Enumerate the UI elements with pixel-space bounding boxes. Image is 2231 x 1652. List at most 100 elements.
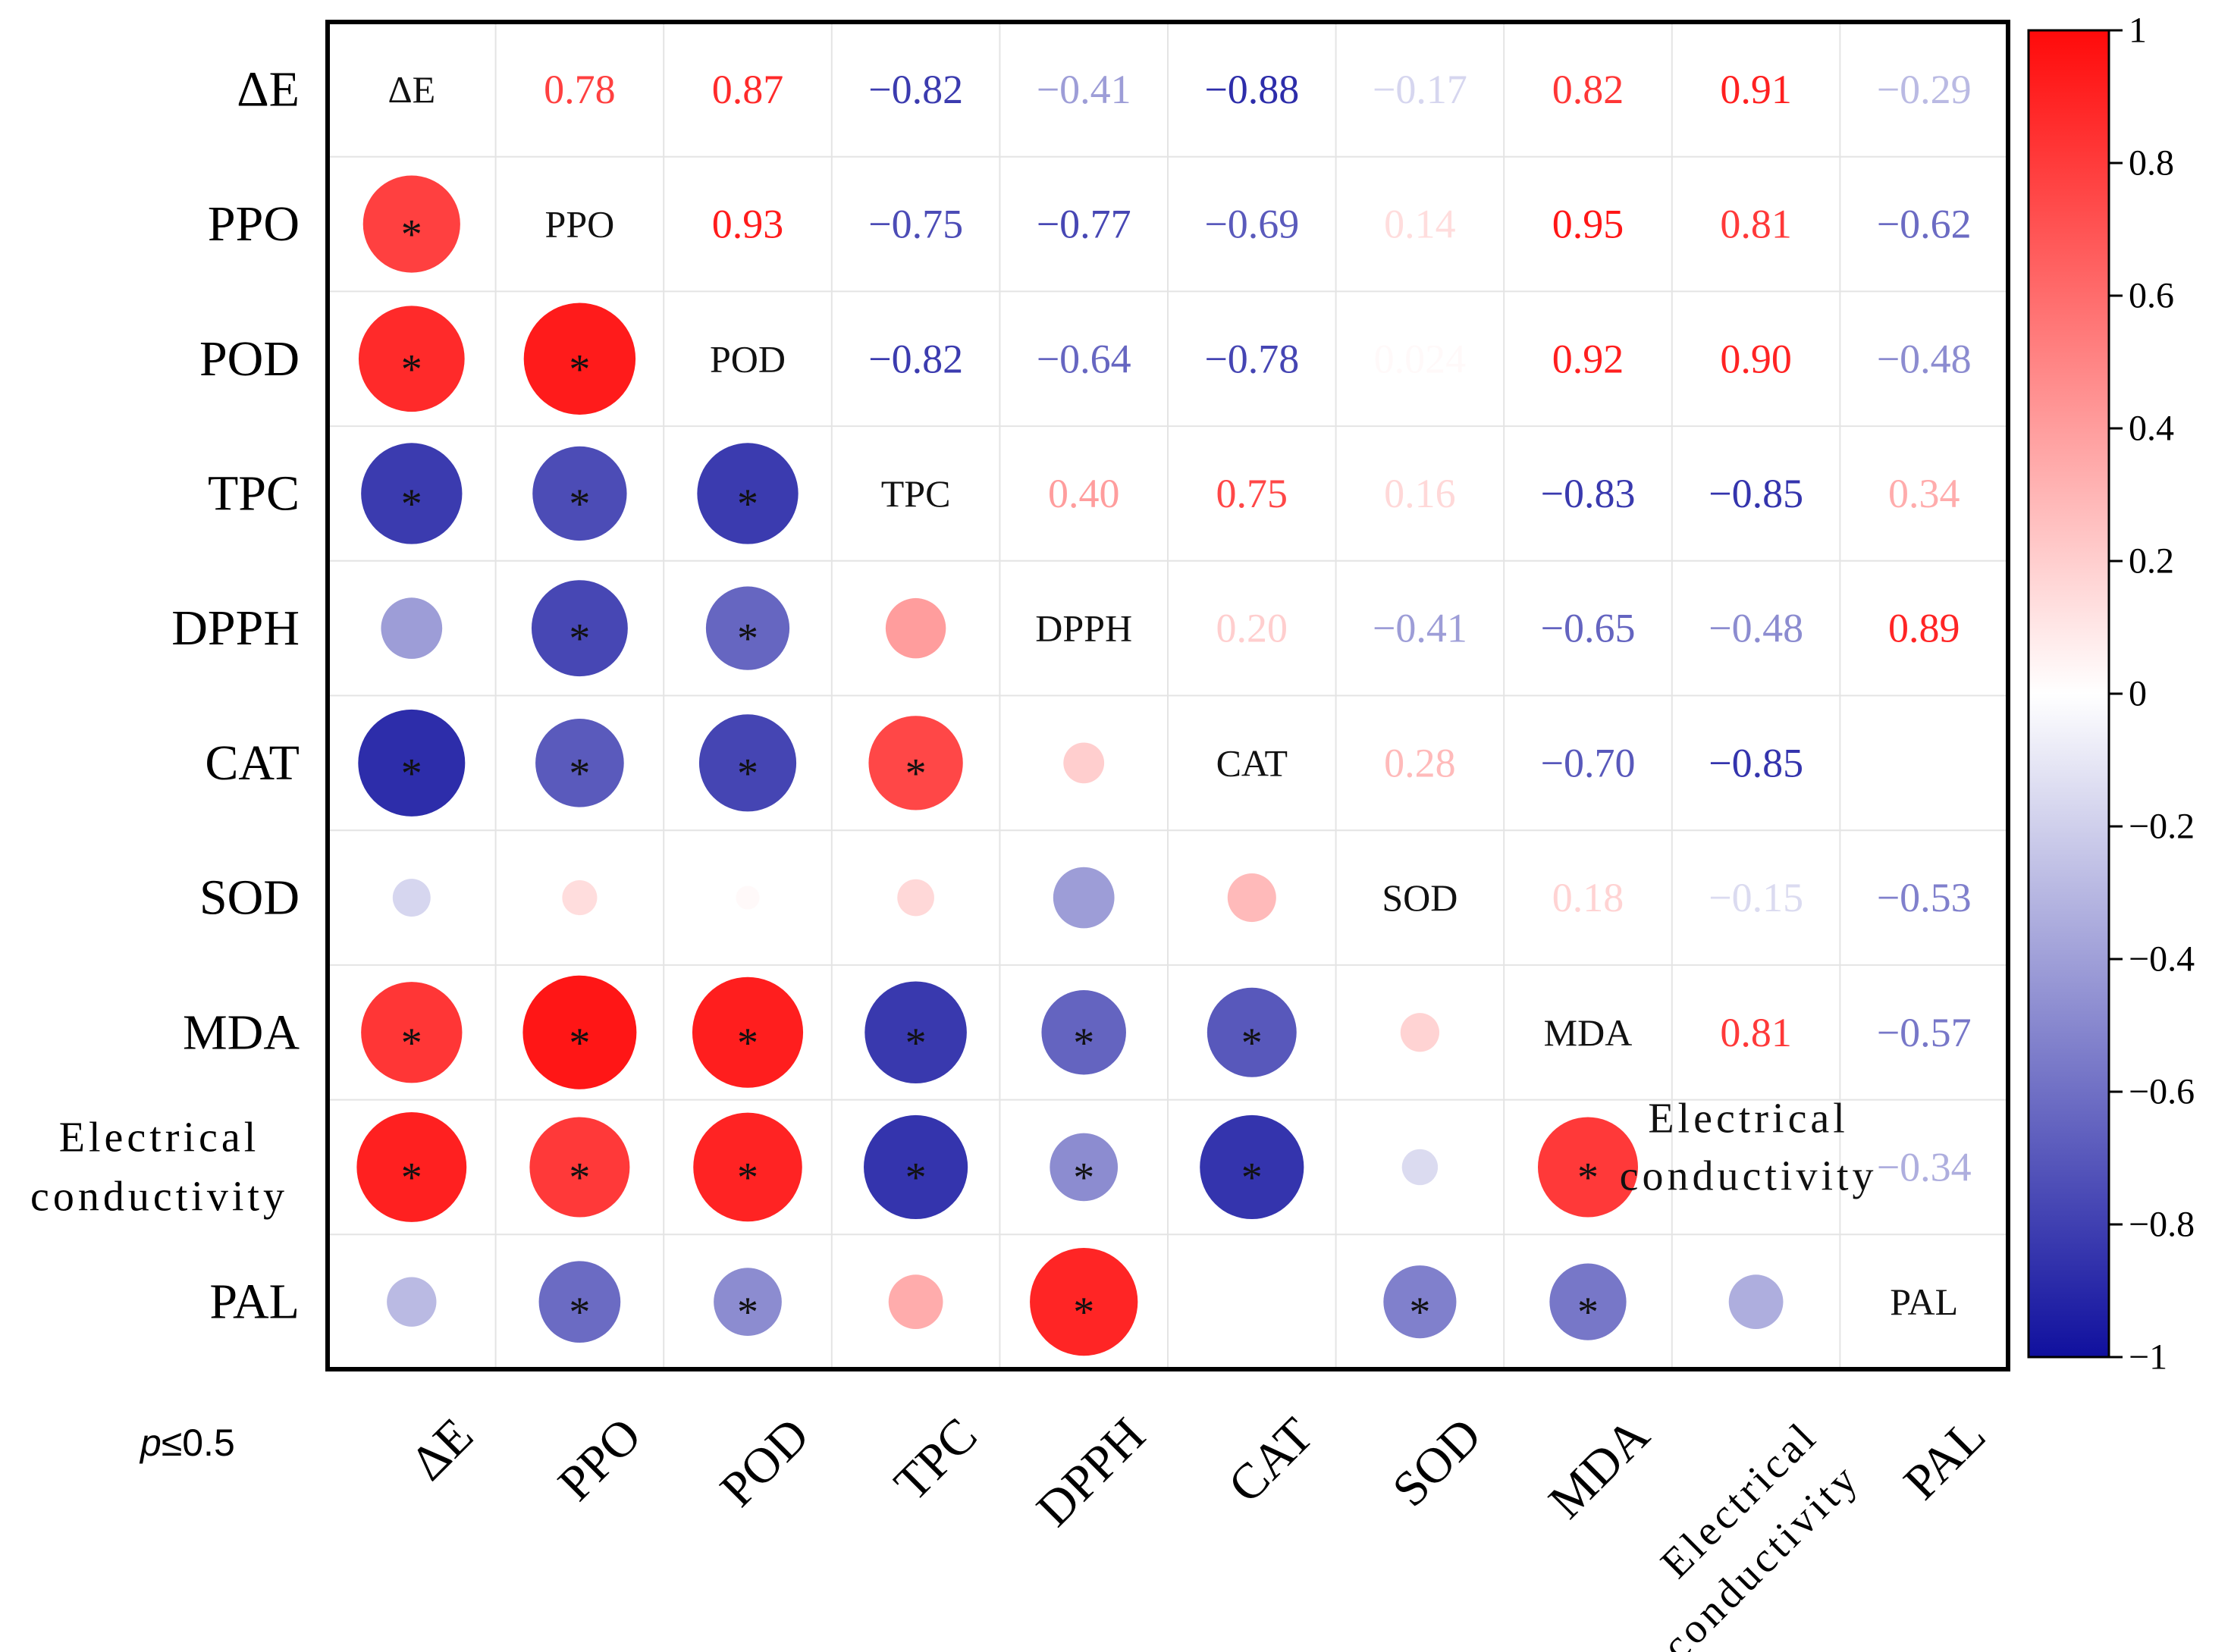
- corr-value-label: −0.85: [1709, 740, 1803, 785]
- diagonal-label: DPPH: [1035, 607, 1132, 650]
- x-axis-label: CAT: [1218, 1407, 1324, 1513]
- corr-circle: [1063, 742, 1105, 784]
- significance-star: *: [1409, 1289, 1430, 1336]
- x-axis-label: TPC: [883, 1407, 987, 1511]
- significance-star: *: [401, 212, 422, 259]
- diagonal-label: Electrical conductivity: [1620, 1095, 1878, 1199]
- corr-value-label: −0.34: [1877, 1144, 1972, 1190]
- corr-circle: [864, 981, 967, 1084]
- significance-star: *: [905, 1154, 927, 1201]
- corr-value-label: 0.81: [1720, 1010, 1792, 1055]
- y-axis-label: Electrical conductivity: [30, 1114, 288, 1220]
- significance-star: *: [737, 1020, 758, 1067]
- corr-value-label: −0.17: [1373, 67, 1467, 112]
- corr-value-label: 0.75: [1216, 471, 1288, 516]
- lower-triangle-circles: * * * * * * * * * * * * * * * * * * * * * * * * * * * * * *: [356, 175, 1784, 1356]
- corr-value-label: −0.64: [1037, 336, 1131, 381]
- y-axis-label: PAL: [209, 1274, 300, 1330]
- significance-note: p≤0.5: [139, 1422, 235, 1464]
- corr-circle: [888, 1274, 943, 1330]
- significance-note-p: p: [139, 1422, 162, 1464]
- significance-star: *: [401, 1154, 422, 1201]
- corr-value-label: −0.77: [1037, 202, 1131, 247]
- significance-star: *: [737, 750, 758, 797]
- corr-value-label: −0.41: [1037, 67, 1131, 112]
- significance-star: *: [1241, 1020, 1263, 1067]
- corr-circle: [1227, 873, 1276, 923]
- significance-star: *: [905, 750, 927, 797]
- y-axis-label: DPPH: [171, 600, 300, 656]
- corr-circle: [1383, 1265, 1457, 1339]
- significance-star: *: [737, 616, 758, 663]
- plot-frame: [325, 20, 2010, 1371]
- colorbar-tick-label: −0.2: [2129, 807, 2195, 847]
- corr-circle: [1400, 1013, 1440, 1052]
- diagonal-labels: ΔE PPO POD TPC DPPH CAT SOD MDA Electrical conduc…: [388, 68, 1958, 1323]
- corr-circle: [361, 982, 463, 1083]
- corr-value-label: 0.81: [1720, 202, 1792, 247]
- corr-circle: [531, 580, 628, 677]
- corr-circle: [1537, 1117, 1639, 1218]
- corr-value-label: −0.48: [1877, 336, 1972, 381]
- significance-star: *: [1241, 1154, 1263, 1201]
- corr-circle: [697, 443, 799, 544]
- corr-circle: [358, 709, 466, 817]
- diagonal-label: TPC: [881, 472, 951, 515]
- corr-circle: [523, 303, 636, 415]
- corr-circle: [387, 1277, 437, 1327]
- corr-value-label: 0.91: [1720, 67, 1792, 112]
- corr-value-label: −0.62: [1877, 202, 1972, 247]
- colorbar: 1 0.8 0.6 0.4 0.2 0 −0.2 −0.4 −0.6 −0.8 −1: [2027, 11, 2195, 1378]
- corr-value-label: −0.65: [1541, 606, 1636, 651]
- diagonal-label: PAL: [1890, 1281, 1958, 1323]
- corr-value-label: 0.82: [1552, 67, 1624, 112]
- corr-value-label: 0.92: [1552, 336, 1624, 381]
- x-axis-label: PAL: [1894, 1407, 1997, 1510]
- x-axis-label-text: POD: [710, 1407, 820, 1517]
- corr-value-label: −0.70: [1541, 740, 1636, 785]
- corr-circle: [693, 1112, 802, 1222]
- significance-star: *: [401, 1020, 422, 1067]
- corr-value-label: 0.18: [1552, 875, 1624, 920]
- x-axis-label-text: PAL: [1894, 1407, 1997, 1510]
- corr-value-label: −0.29: [1877, 67, 1972, 112]
- colorbar-tick-label: 0.6: [2129, 276, 2174, 316]
- y-axis-label: TPC: [208, 466, 300, 521]
- y-axis-label: POD: [199, 331, 300, 387]
- x-axis-label-text: ΔE: [400, 1407, 484, 1491]
- significance-star: *: [737, 1154, 758, 1201]
- y-axis-label: MDA: [183, 1005, 300, 1060]
- diagonal-label: MDA: [1544, 1011, 1633, 1054]
- corr-value-label: 0.024: [1374, 336, 1467, 381]
- significance-star: *: [569, 1154, 590, 1201]
- corr-circle: [1200, 1114, 1304, 1220]
- corr-circle: [1053, 867, 1115, 929]
- corr-value-label: −0.48: [1709, 606, 1803, 651]
- colorbar-tick-label: −0.4: [2129, 939, 2195, 980]
- corr-value-label: −0.69: [1204, 202, 1299, 247]
- corr-circle: [698, 714, 797, 812]
- significance-star: *: [569, 750, 590, 797]
- colorbar-tick-label: 1: [2129, 11, 2147, 51]
- significance-note-rest: ≤0.5: [162, 1422, 235, 1464]
- significance-star: *: [401, 750, 422, 797]
- x-axis-label: ΔE: [400, 1407, 484, 1491]
- diagonal-label: SOD: [1382, 876, 1458, 919]
- corr-circle: [1041, 990, 1126, 1075]
- significance-star: *: [1073, 1020, 1094, 1067]
- significance-star: *: [569, 1289, 590, 1336]
- corr-value-label: −0.82: [868, 67, 963, 112]
- diagonal-label: CAT: [1216, 741, 1288, 784]
- diagonal-label: ΔE: [388, 68, 435, 111]
- x-axis-label-text: MDA: [1539, 1407, 1661, 1529]
- corr-circle: [868, 716, 963, 810]
- y-axis-label: ΔE: [237, 61, 300, 117]
- corr-circle: [358, 306, 465, 412]
- corr-circle: [392, 879, 431, 917]
- significance-star: *: [1577, 1154, 1599, 1201]
- corr-value-label: 0.78: [544, 67, 616, 112]
- corr-circle: [1050, 1133, 1119, 1202]
- corr-value-label: 0.90: [1720, 336, 1792, 381]
- corr-value-label: 0.20: [1216, 606, 1288, 651]
